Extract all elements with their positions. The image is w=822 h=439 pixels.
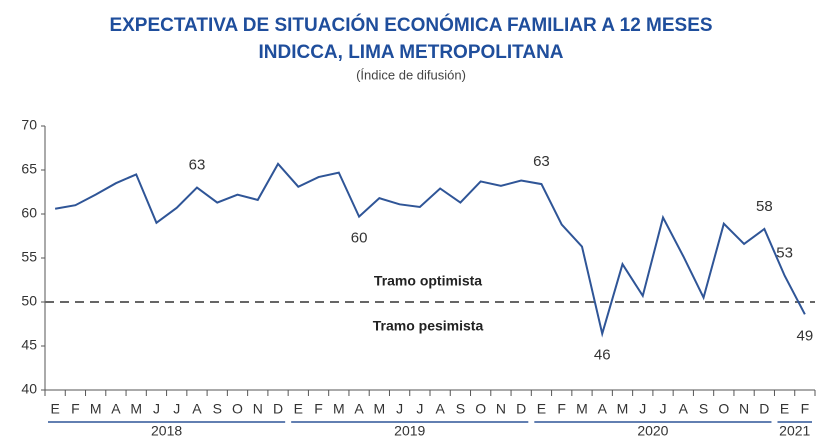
x-tick-label: D: [516, 401, 526, 417]
x-tick-label: A: [598, 401, 608, 417]
x-tick-label: N: [253, 401, 263, 417]
x-tick-label: M: [130, 401, 142, 417]
value-label: 60: [351, 230, 368, 247]
x-tick-label: F: [801, 401, 810, 417]
x-tick-label: J: [396, 401, 403, 417]
x-tick-label: M: [617, 401, 629, 417]
x-tick-label: S: [456, 401, 465, 417]
chart-title: EXPECTATIVA DE SITUACIÓN ECONÓMICA FAMIL…: [109, 14, 712, 36]
y-tick-label: 55: [21, 249, 37, 265]
x-tick-label: F: [71, 401, 80, 417]
x-tick-label: O: [232, 401, 243, 417]
value-label: 49: [797, 327, 814, 344]
x-tick-label: O: [475, 401, 486, 417]
x-tick-label: N: [496, 401, 506, 417]
x-tick-label: J: [416, 401, 423, 417]
value-label: 63: [189, 157, 206, 174]
x-tick-label: S: [213, 401, 222, 417]
x-tick-label: J: [639, 401, 646, 417]
x-tick-label: M: [374, 401, 386, 417]
x-tick-label: F: [314, 401, 323, 417]
chart-title-line2: INDICCA, LIMA METROPOLITANA: [258, 42, 563, 63]
y-tick-label: 70: [21, 117, 37, 133]
x-tick-label: E: [780, 401, 789, 417]
year-label: 2018: [151, 423, 182, 439]
y-tick-label: 45: [21, 337, 37, 353]
x-tick-label: S: [699, 401, 708, 417]
x-tick-label: A: [354, 401, 364, 417]
x-tick-label: M: [576, 401, 588, 417]
year-label: 2020: [637, 423, 668, 439]
x-tick-label: E: [294, 401, 303, 417]
x-tick-label: M: [333, 401, 345, 417]
x-tick-label: N: [739, 401, 749, 417]
x-tick-label: J: [153, 401, 160, 417]
x-tick-label: O: [718, 401, 729, 417]
x-tick-label: A: [111, 401, 121, 417]
annotation: Tramo pesimista: [373, 318, 484, 334]
x-tick-label: A: [435, 401, 445, 417]
x-tick-label: F: [557, 401, 566, 417]
x-tick-label: A: [679, 401, 689, 417]
x-tick-label: A: [192, 401, 202, 417]
chart-subtitle: (Índice de difusión): [356, 67, 466, 82]
value-label: 63: [533, 153, 550, 170]
y-tick-label: 40: [21, 381, 37, 397]
x-tick-label: D: [273, 401, 283, 417]
value-label: 58: [756, 198, 773, 215]
annotation: Tramo optimista: [374, 273, 482, 289]
x-tick-label: E: [537, 401, 546, 417]
line: [54, 162, 806, 338]
x-tick-label: E: [50, 401, 59, 417]
value-label: 46: [594, 347, 611, 364]
y-tick-label: 60: [21, 205, 37, 221]
x-tick-label: M: [90, 401, 102, 417]
year-label: 2021: [779, 423, 810, 439]
y-tick-label: 50: [21, 293, 37, 309]
y-tick-label: 65: [21, 161, 37, 177]
year-label: 2019: [394, 423, 425, 439]
x-tick-label: J: [173, 401, 180, 417]
x-tick-label: D: [759, 401, 769, 417]
x-tick-label: J: [660, 401, 667, 417]
value-label: 53: [776, 245, 793, 262]
